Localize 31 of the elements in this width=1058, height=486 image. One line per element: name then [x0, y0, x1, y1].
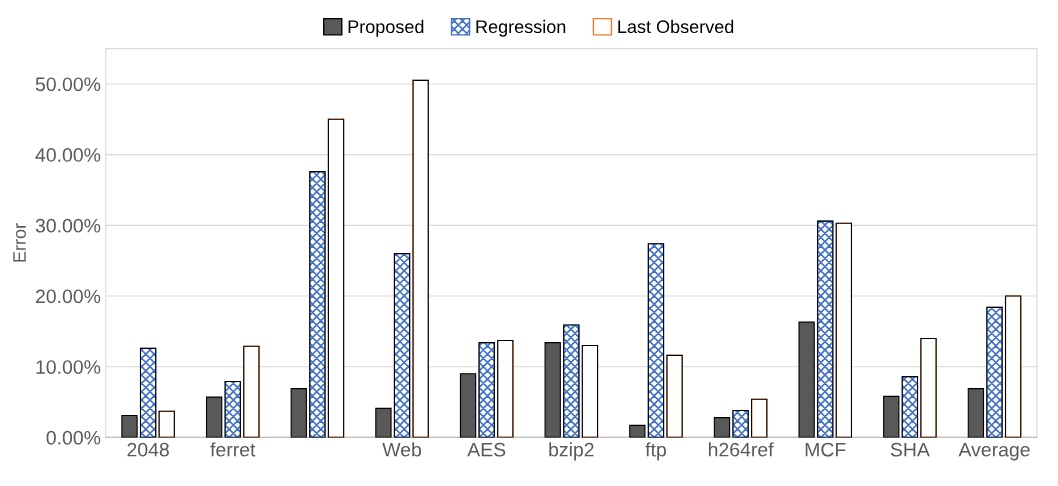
bar — [290, 388, 307, 438]
y-tick-label: 50.00% — [35, 77, 101, 92]
bar — [713, 417, 731, 438]
bar — [459, 373, 477, 438]
y-tick-label: 30.00% — [35, 218, 101, 233]
bar — [121, 414, 138, 438]
bar — [798, 321, 815, 438]
bar — [375, 407, 392, 438]
bar — [967, 388, 985, 438]
x-tick-label: MCF — [805, 442, 846, 457]
x-tick-label: ferret — [210, 442, 256, 457]
bar — [883, 395, 900, 438]
legend-label: Regression — [476, 19, 566, 37]
x-tick-label: AES — [467, 442, 506, 457]
legend-label: Last Observed — [618, 19, 734, 34]
y-tick-label: 0.00% — [46, 430, 101, 445]
x-tick-label: h264ref — [708, 442, 774, 457]
x-tick-label: ftp — [645, 442, 666, 461]
bar — [205, 396, 223, 438]
y-axis-title: Error — [13, 223, 26, 262]
x-tick-label: 2048 — [127, 442, 169, 457]
bar — [629, 424, 646, 438]
y-tick-label: 20.00% — [35, 289, 101, 304]
x-tick-label: Web — [382, 442, 422, 457]
x-tick-label: SHA — [890, 442, 930, 457]
bar — [544, 342, 561, 438]
x-tick-label: Average — [958, 442, 1030, 461]
y-tick-label: 10.00% — [36, 360, 101, 374]
x-tick-label: bzip2 — [549, 442, 594, 461]
y-tick-label: 40.00% — [35, 148, 101, 162]
legend-label: Proposed — [348, 19, 424, 37]
